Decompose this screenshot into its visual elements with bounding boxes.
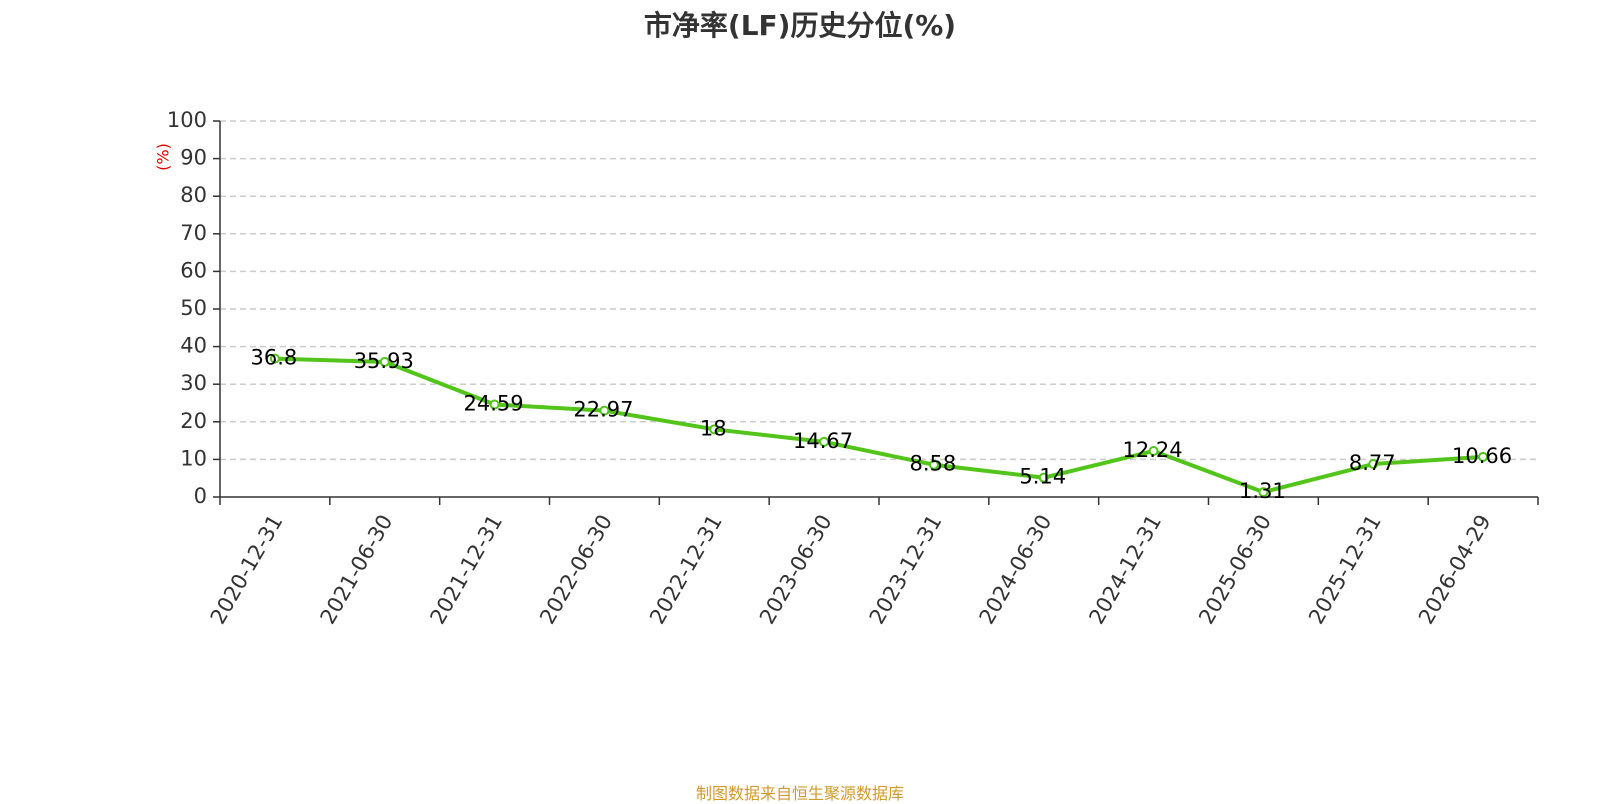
- data-label: 5.14: [1019, 465, 1066, 489]
- x-tick-label: 2024-12-31: [1084, 511, 1166, 629]
- x-tick-label: 2022-12-31: [645, 511, 727, 629]
- y-tick-label: 70: [180, 221, 207, 245]
- data-point[interactable]: [819, 436, 830, 447]
- data-point[interactable]: [1038, 472, 1049, 483]
- x-tick-label: 2025-12-31: [1304, 511, 1386, 629]
- data-labels: 36.8 35.93 24.59 22.97 18 14.67 8.58 5.14 12.24 1…: [251, 346, 1513, 503]
- data-point[interactable]: [599, 405, 610, 416]
- data-label: 22.97: [573, 398, 633, 422]
- data-label: 1.31: [1239, 479, 1286, 503]
- y-tick-label: 0: [194, 484, 207, 508]
- source-note: 制图数据来自恒生聚源数据库: [695, 784, 904, 803]
- chart-title: 市净率(LF)历史分位(%): [643, 9, 957, 42]
- series-line-group: [269, 353, 1489, 498]
- y-tick-label: 90: [180, 146, 207, 170]
- data-label: 24.59: [464, 392, 524, 416]
- data-point[interactable]: [709, 424, 720, 435]
- data-label: 10.66: [1452, 444, 1512, 468]
- data-point[interactable]: [269, 353, 280, 364]
- x-tick-label: 2026-04-29: [1414, 511, 1496, 629]
- data-point[interactable]: [489, 399, 500, 410]
- data-point[interactable]: [379, 356, 390, 367]
- y-tick-label: 50: [180, 296, 207, 320]
- x-tick-label: 2023-06-30: [755, 511, 837, 629]
- x-tick-label: 2020-12-31: [206, 511, 288, 629]
- data-label: 36.8: [251, 346, 298, 370]
- data-point[interactable]: [1148, 445, 1159, 456]
- y-tick-label: 80: [180, 183, 207, 207]
- data-label: 8.58: [910, 452, 957, 476]
- y-tick-label: 60: [180, 258, 207, 282]
- series-line: [272, 356, 1486, 495]
- data-point[interactable]: [1478, 451, 1489, 462]
- x-tick-label: 2023-12-31: [865, 511, 947, 629]
- data-label: 12.24: [1123, 438, 1183, 462]
- x-tick-label: 2025-06-30: [1194, 511, 1276, 629]
- x-tick-label: 2024-06-30: [975, 511, 1057, 629]
- y-tick-label: 30: [180, 371, 207, 395]
- data-label: 18: [700, 416, 727, 440]
- data-label: 14.67: [793, 429, 853, 453]
- data-point[interactable]: [1368, 459, 1379, 470]
- data-label: 35.93: [354, 349, 414, 373]
- x-tick-label: 2021-12-31: [425, 510, 507, 628]
- y-tick-label: 20: [180, 409, 207, 433]
- x-tick-label: 2022-06-30: [535, 511, 617, 629]
- y-tick-label: 40: [180, 334, 207, 358]
- grid-lines: [220, 120, 1538, 461]
- y-tick-label: 100: [167, 108, 207, 132]
- x-tick-label: 2021-06-30: [316, 511, 398, 629]
- y-axis-unit-label: (%): [154, 143, 173, 171]
- data-label: 8.77: [1349, 451, 1396, 475]
- data-point[interactable]: [1258, 487, 1269, 498]
- data-point[interactable]: [928, 459, 939, 470]
- y-tick-label: 10: [180, 446, 207, 470]
